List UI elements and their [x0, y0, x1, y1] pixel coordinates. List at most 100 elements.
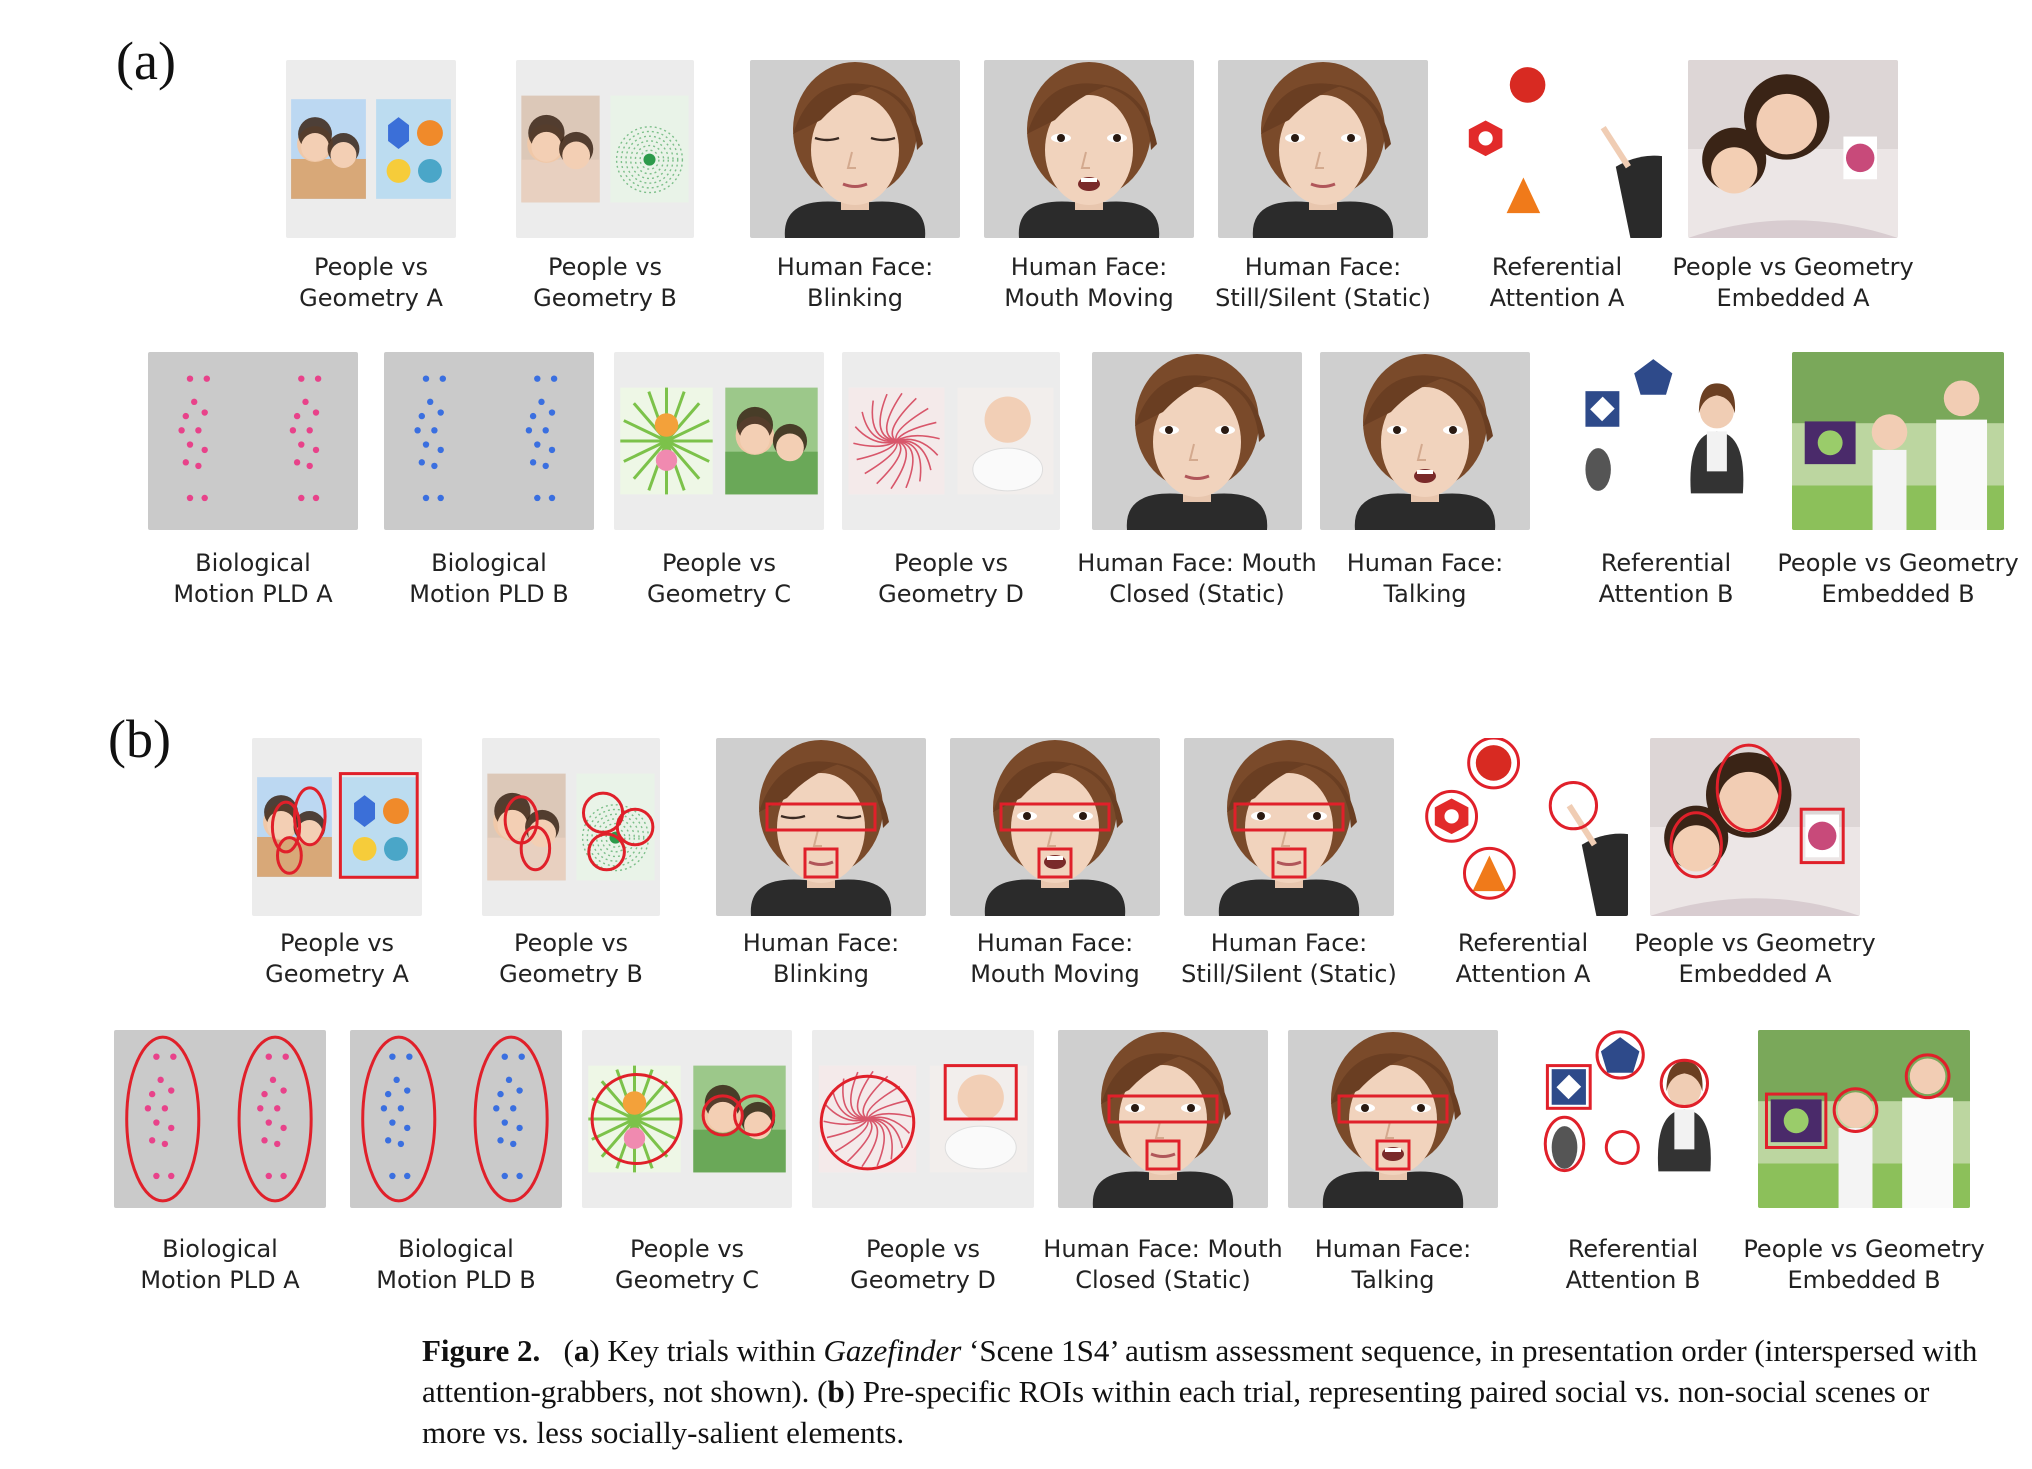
trial-caption-line-1: Human Face: — [1314, 1235, 1472, 1263]
trial-caption-line-1: Referential — [1457, 929, 1589, 957]
trial-thumbnail-with-roi — [1058, 1030, 1268, 1208]
caption-letter-a: a — [573, 1333, 590, 1368]
trial-caption-line-2: Embedded B — [1787, 1266, 1941, 1294]
trial-thumbnail-with-roi — [716, 738, 926, 916]
trial-caption-line-2: Closed (Static) — [1075, 1266, 1251, 1294]
trial-caption-line-1: Human Face: — [1010, 253, 1168, 281]
trial-caption: Human Face: Mouth Closed (Static) — [1062, 548, 1332, 610]
trial-thumbnail-with-roi — [950, 738, 1160, 916]
trial-caption: People vs Geometry Embedded B — [1728, 1234, 2000, 1296]
trial-thumbnail-with-roi — [1758, 1030, 1970, 1208]
trial-caption-line-1: Human Face: — [1210, 929, 1368, 957]
trial-thumbnail — [984, 60, 1194, 238]
trial-caption-line-2: Attention B — [1598, 580, 1734, 608]
trial-thumbnail-with-roi — [812, 1030, 1034, 1208]
trial-thumbnail — [1452, 60, 1662, 238]
trial-caption-line-1: People vs — [313, 253, 429, 281]
trial-thumbnail — [1320, 352, 1530, 530]
trial-caption-line-1: Biological — [398, 1235, 514, 1263]
trial-caption-line-2: Motion PLD A — [140, 1266, 300, 1294]
trial-caption-line-2: Geometry C — [646, 580, 792, 608]
trial-caption-line-2: Mouth Moving — [970, 960, 1140, 988]
trial-caption-line-1: Referential — [1491, 253, 1623, 281]
caption-italic: Gazefinder — [823, 1333, 962, 1368]
trial-caption-line-2: Still/Silent (Static) — [1181, 960, 1397, 988]
trial-caption: Biological Motion PLD A — [118, 548, 388, 610]
trial-thumbnail-with-roi — [482, 738, 660, 916]
trial-caption-line-1: Human Face: — [976, 929, 1134, 957]
trial-thumbnail — [1792, 352, 2004, 530]
trial-thumbnail-with-roi — [1418, 738, 1628, 916]
trial-thumbnail — [1560, 352, 1772, 530]
trial-thumbnail — [750, 60, 960, 238]
trial-caption-line-2: Geometry D — [850, 1266, 996, 1294]
trial-caption-line-2: Motion PLD B — [409, 580, 569, 608]
trial-caption: Human Face: Blinking — [686, 928, 956, 990]
trial-caption: Human Face: Talking — [1290, 548, 1560, 610]
trial-thumbnail — [148, 352, 358, 530]
trial-thumbnail — [1218, 60, 1428, 238]
trial-caption: People vs Geometry Embedded A — [1658, 252, 1928, 314]
panel-label-a: (a) — [116, 31, 176, 91]
trial-thumbnail — [1092, 352, 1302, 530]
trial-thumbnail — [1688, 60, 1898, 238]
trial-caption-line-1: People vs Geometry — [1634, 929, 1876, 957]
trial-caption: Biological Motion PLD A — [84, 1234, 356, 1296]
caption-text-1: Key trials within — [599, 1333, 824, 1368]
trial-caption: Human Face: Talking — [1258, 1234, 1528, 1296]
trial-caption-line-2: Motion PLD A — [173, 580, 333, 608]
trial-caption-line-1: People vs — [893, 549, 1009, 577]
trial-caption-line-1: People vs — [513, 929, 629, 957]
trial-caption: People vs Geometry Embedded B — [1762, 548, 2032, 610]
trial-caption-line-2: Embedded B — [1821, 580, 1975, 608]
trial-thumbnail — [516, 60, 694, 238]
trial-thumbnail-with-roi — [1650, 738, 1860, 916]
trial-caption-line-2: Geometry B — [499, 960, 643, 988]
trial-caption: People vs Geometry B — [486, 252, 724, 314]
trial-thumbnail-with-roi — [1288, 1030, 1498, 1208]
trial-caption: People vs Geometry D — [812, 548, 1090, 610]
trial-caption: People vs Geometry B — [452, 928, 690, 990]
trial-caption-line-1: People vs — [865, 1235, 981, 1263]
trial-thumbnail-with-roi — [350, 1030, 562, 1208]
trial-caption-line-2: Embedded A — [1678, 960, 1832, 988]
trial-caption: Referential Attention A — [1388, 928, 1658, 990]
caption-text-3: ) Pre-specific ROIs within each trial, r… — [422, 1374, 1930, 1450]
trial-caption-line-2: Blinking — [772, 960, 870, 988]
trial-thumbnail — [286, 60, 456, 238]
trial-caption-line-1: Biological — [431, 549, 547, 577]
trial-caption: People vs Geometry A — [256, 252, 486, 314]
trial-caption: People vs Geometry C — [552, 1234, 822, 1296]
trial-caption: Human Face: Still/Silent (Static) — [1188, 252, 1458, 314]
trial-caption-line-1: Human Face: Mouth — [1077, 549, 1317, 577]
trial-caption-line-1: People vs — [279, 929, 395, 957]
trial-caption-line-1: People vs — [629, 1235, 745, 1263]
trial-thumbnail-with-roi — [114, 1030, 326, 1208]
trial-caption: People vs Geometry A — [222, 928, 452, 990]
trial-caption-line-2: Embedded A — [1716, 284, 1870, 312]
trial-caption-line-1: Human Face: — [776, 253, 934, 281]
trial-caption: Human Face: Mouth Moving — [920, 928, 1190, 990]
trial-caption-line-2: Geometry C — [614, 1266, 760, 1294]
trial-caption-line-1: Human Face: — [1346, 549, 1504, 577]
trial-caption-line-2: Attention A — [1489, 284, 1625, 312]
trial-caption-line-2: Attention A — [1455, 960, 1591, 988]
trial-caption-line-1: Human Face: — [1244, 253, 1402, 281]
trial-caption-line-2: Still/Silent (Static) — [1215, 284, 1431, 312]
trial-thumbnail-with-roi — [252, 738, 422, 916]
trial-caption: People vs Geometry D — [782, 1234, 1064, 1296]
trial-caption: People vs Geometry Embedded A — [1620, 928, 1890, 990]
panel-label-b: (b) — [108, 709, 171, 769]
trial-caption-line-2: Geometry A — [299, 284, 443, 312]
trial-caption: Human Face: Still/Silent (Static) — [1154, 928, 1424, 990]
trial-thumbnail-with-roi — [582, 1030, 792, 1208]
trial-caption-line-1: Referential — [1600, 549, 1732, 577]
trial-caption-line-2: Geometry D — [878, 580, 1024, 608]
trial-caption: People vs Geometry C — [584, 548, 854, 610]
trial-caption-line-1: People vs — [547, 253, 663, 281]
trial-thumbnail-with-roi — [1184, 738, 1394, 916]
trial-caption-line-1: Biological — [162, 1235, 278, 1263]
trial-thumbnail-with-roi — [1526, 1030, 1740, 1208]
trial-thumbnail — [842, 352, 1060, 530]
trial-caption-line-2: Attention B — [1565, 1266, 1701, 1294]
